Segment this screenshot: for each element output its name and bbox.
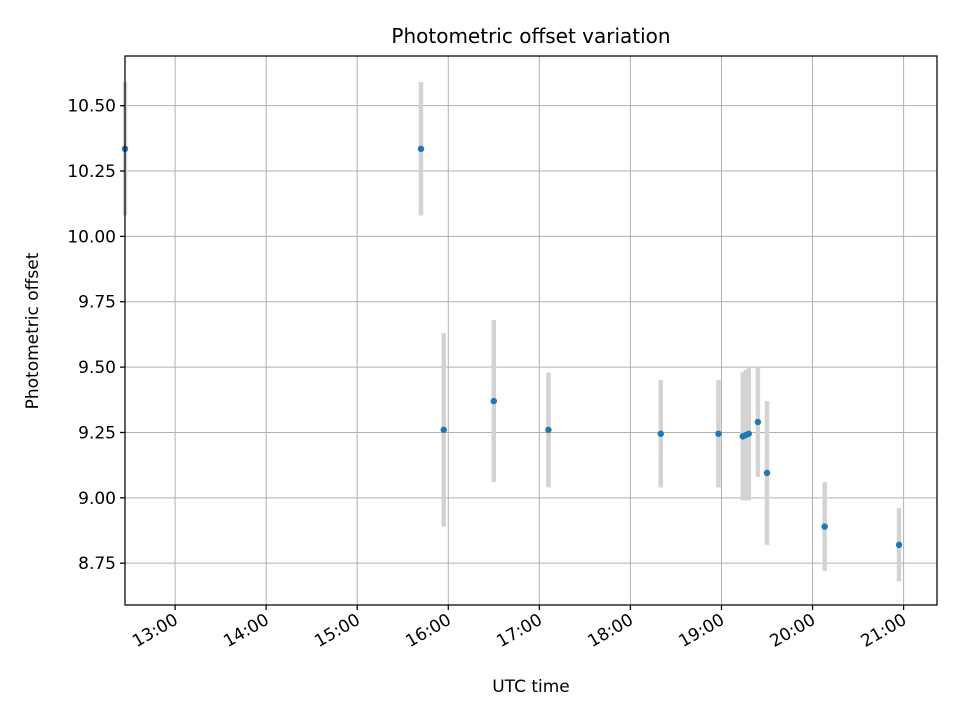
data-point	[754, 418, 762, 426]
y-axis: 8.75 9.00 9.25 9.50 9.75 10.00 10.25 10.50	[67, 97, 125, 574]
data-point	[895, 541, 903, 549]
grid	[125, 56, 937, 605]
data-point	[657, 430, 664, 437]
x-axis-label: UTC time	[492, 677, 570, 697]
y-tick-label: 9.00	[78, 489, 116, 509]
data-point	[490, 397, 498, 405]
data-point	[715, 430, 722, 437]
data-point	[745, 430, 752, 437]
chart-title: Photometric offset variation	[391, 24, 670, 48]
data-point	[545, 426, 552, 434]
data-point	[821, 523, 828, 530]
y-tick-label: 9.25	[78, 423, 116, 443]
y-tick-label: 10.50	[67, 97, 116, 117]
y-tick-label: 9.50	[78, 358, 116, 378]
y-axis-label: Photometric offset	[23, 252, 43, 409]
y-tick-label: 10.00	[67, 227, 116, 247]
data-point	[763, 469, 771, 477]
data-points	[121, 145, 903, 549]
y-tick-label: 8.75	[78, 554, 116, 574]
data-point	[440, 426, 447, 434]
data-point	[417, 145, 425, 153]
plot-frame	[124, 55, 938, 606]
y-tick-label: 10.25	[67, 162, 116, 182]
y-tick-label: 9.75	[78, 293, 116, 313]
